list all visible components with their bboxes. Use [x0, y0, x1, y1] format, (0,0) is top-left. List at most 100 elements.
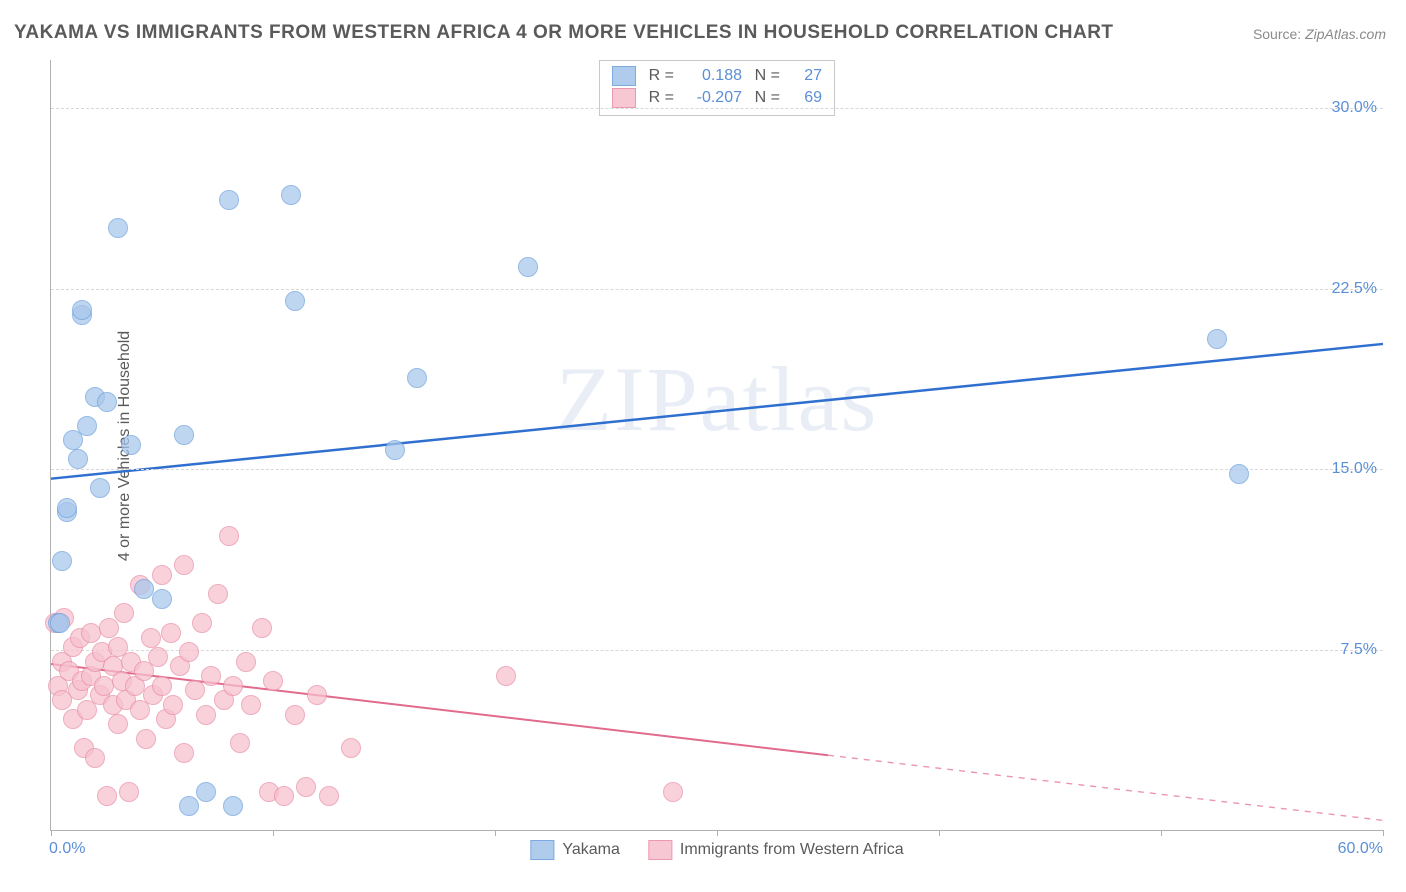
y-tick-label: 30.0%: [1326, 99, 1377, 117]
bottom-legend: Yakama Immigrants from Western Africa: [530, 840, 903, 860]
trend-line: [51, 344, 1383, 479]
n-value-1: 27: [788, 65, 822, 87]
x-tick: [495, 830, 496, 836]
data-point: [274, 786, 294, 806]
data-point: [285, 705, 305, 725]
y-tick-label: 22.5%: [1326, 280, 1377, 298]
data-point: [174, 555, 194, 575]
data-point: [185, 680, 205, 700]
stats-row-series-2: R = -0.207 N = 69: [612, 87, 822, 109]
data-point: [223, 796, 243, 816]
legend-item-1: Yakama: [530, 840, 620, 860]
source-attribution: Source: ZipAtlas.com: [1253, 26, 1386, 42]
data-point: [68, 449, 88, 469]
x-tick-label: 60.0%: [1338, 840, 1383, 858]
source-value: ZipAtlas.com: [1305, 26, 1386, 42]
data-point: [161, 623, 181, 643]
n-label: N =: [750, 87, 780, 109]
data-point: [496, 666, 516, 686]
data-point: [97, 392, 117, 412]
source-label: Source:: [1253, 26, 1301, 42]
stats-row-series-1: R = 0.188 N = 27: [612, 65, 822, 87]
data-point: [141, 628, 161, 648]
r-value-1: 0.188: [682, 65, 742, 87]
r-label: R =: [644, 65, 674, 87]
chart-container: YAKAMA VS IMMIGRANTS FROM WESTERN AFRICA…: [0, 0, 1406, 892]
gridline-h: [51, 289, 1383, 290]
data-point: [307, 685, 327, 705]
x-tick: [939, 830, 940, 836]
data-point: [90, 478, 110, 498]
x-tick-label: 0.0%: [49, 840, 85, 858]
watermark-text: ZIPatlas: [556, 348, 879, 450]
data-point: [285, 291, 305, 311]
n-value-2: 69: [788, 87, 822, 109]
data-point: [407, 368, 427, 388]
legend-label-2: Immigrants from Western Africa: [680, 841, 904, 859]
data-point: [179, 796, 199, 816]
gridline-h: [51, 650, 1383, 651]
data-point: [72, 300, 92, 320]
x-tick: [273, 830, 274, 836]
data-point: [263, 671, 283, 691]
data-point: [208, 584, 228, 604]
data-point: [518, 257, 538, 277]
data-point: [121, 435, 141, 455]
data-point: [196, 705, 216, 725]
data-point: [52, 551, 72, 571]
x-tick: [1161, 830, 1162, 836]
data-point: [114, 603, 134, 623]
x-tick: [1383, 830, 1384, 836]
plot-area: ZIPatlas R = 0.188 N = 27 R = -0.207 N =…: [50, 60, 1383, 831]
swatch-series-1: [530, 840, 554, 860]
data-point: [192, 613, 212, 633]
data-point: [174, 743, 194, 763]
legend-item-2: Immigrants from Western Africa: [648, 840, 904, 860]
data-point: [223, 676, 243, 696]
data-point: [341, 738, 361, 758]
data-point: [385, 440, 405, 460]
data-point: [108, 218, 128, 238]
legend-label-1: Yakama: [562, 841, 620, 859]
gridline-h: [51, 108, 1383, 109]
data-point: [241, 695, 261, 715]
x-tick: [717, 830, 718, 836]
data-point: [163, 695, 183, 715]
chart-title: YAKAMA VS IMMIGRANTS FROM WESTERN AFRICA…: [14, 22, 1114, 44]
data-point: [152, 565, 172, 585]
data-point: [97, 786, 117, 806]
data-point: [174, 425, 194, 445]
r-value-2: -0.207: [682, 87, 742, 109]
data-point: [1207, 329, 1227, 349]
swatch-series-2: [648, 840, 672, 860]
watermark: ZIPatlas: [556, 346, 879, 452]
data-point: [152, 676, 172, 696]
y-tick-label: 7.5%: [1335, 641, 1377, 659]
trend-line-dashed: [828, 755, 1383, 820]
y-tick-label: 15.0%: [1326, 460, 1377, 478]
x-tick: [51, 830, 52, 836]
data-point: [77, 416, 97, 436]
swatch-series-2: [612, 88, 636, 108]
data-point: [148, 647, 168, 667]
data-point: [196, 782, 216, 802]
data-point: [152, 589, 172, 609]
data-point: [201, 666, 221, 686]
r-label: R =: [644, 87, 674, 109]
data-point: [119, 782, 139, 802]
data-point: [281, 185, 301, 205]
data-point: [230, 733, 250, 753]
data-point: [179, 642, 199, 662]
data-point: [50, 613, 70, 633]
data-point: [296, 777, 316, 797]
data-point: [57, 498, 77, 518]
n-label: N =: [750, 65, 780, 87]
data-point: [252, 618, 272, 638]
data-point: [236, 652, 256, 672]
swatch-series-1: [612, 66, 636, 86]
data-point: [1229, 464, 1249, 484]
data-point: [108, 714, 128, 734]
data-point: [219, 526, 239, 546]
data-point: [99, 618, 119, 638]
data-point: [219, 190, 239, 210]
